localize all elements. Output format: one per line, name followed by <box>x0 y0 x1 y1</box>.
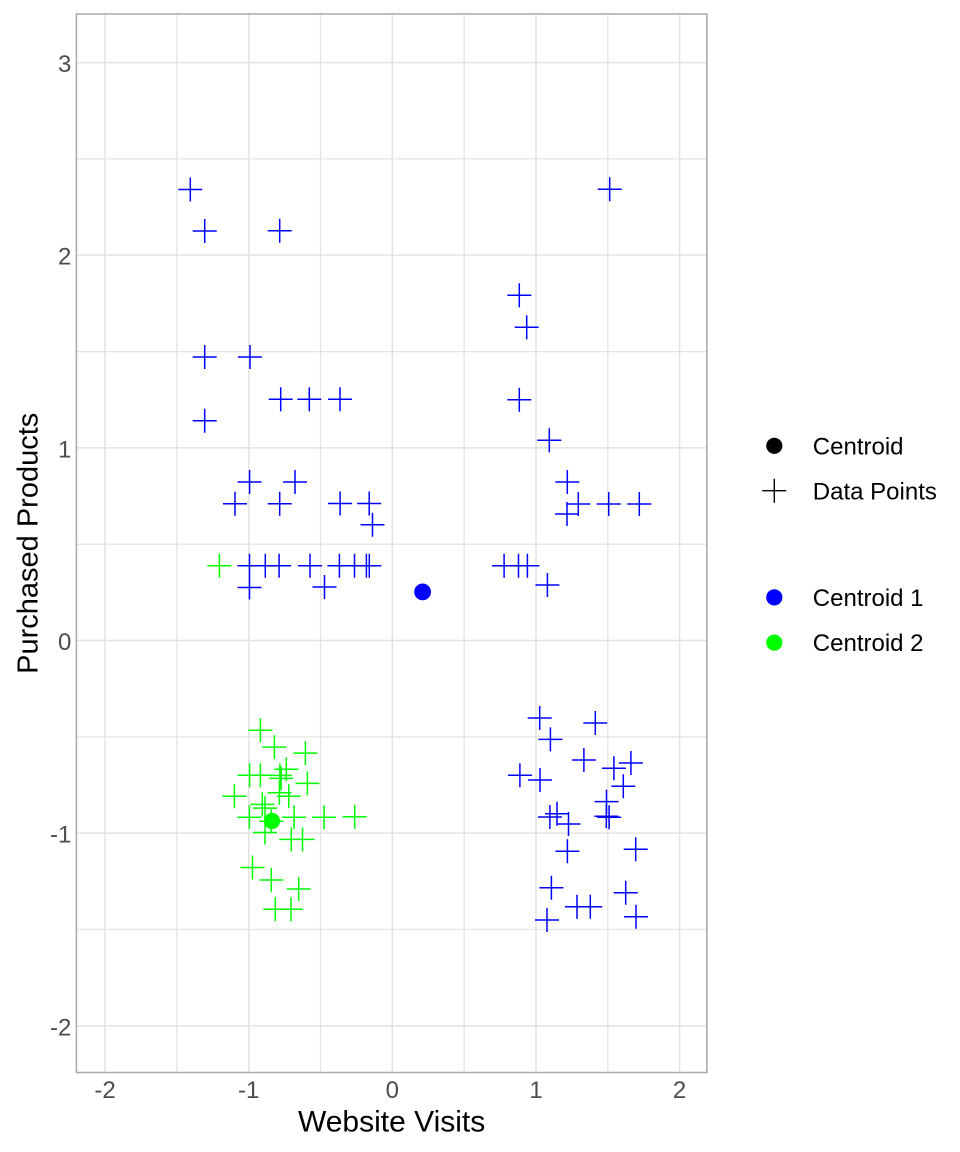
svg-text:Website Visits: Website Visits <box>298 1105 485 1138</box>
svg-text:Centroid 1: Centroid 1 <box>813 585 924 612</box>
svg-text:2: 2 <box>673 1077 686 1104</box>
svg-text:-2: -2 <box>94 1077 115 1104</box>
svg-text:Centroid: Centroid <box>813 433 904 460</box>
svg-text:Centroid 2: Centroid 2 <box>813 630 924 657</box>
svg-text:1: 1 <box>529 1077 542 1104</box>
svg-text:-1: -1 <box>238 1077 259 1104</box>
svg-text:2: 2 <box>58 244 71 271</box>
svg-text:Purchased Products: Purchased Products <box>12 413 44 674</box>
svg-text:Data Points: Data Points <box>813 478 937 505</box>
svg-text:1: 1 <box>58 436 71 463</box>
svg-text:0: 0 <box>386 1077 399 1104</box>
svg-text:3: 3 <box>58 51 71 78</box>
svg-text:-2: -2 <box>50 1014 71 1041</box>
svg-text:0: 0 <box>58 629 71 656</box>
svg-text:-1: -1 <box>50 822 71 849</box>
